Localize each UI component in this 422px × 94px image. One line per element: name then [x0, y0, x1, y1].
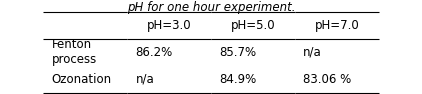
- Title: pH for one hour experiment.: pH for one hour experiment.: [127, 1, 295, 14]
